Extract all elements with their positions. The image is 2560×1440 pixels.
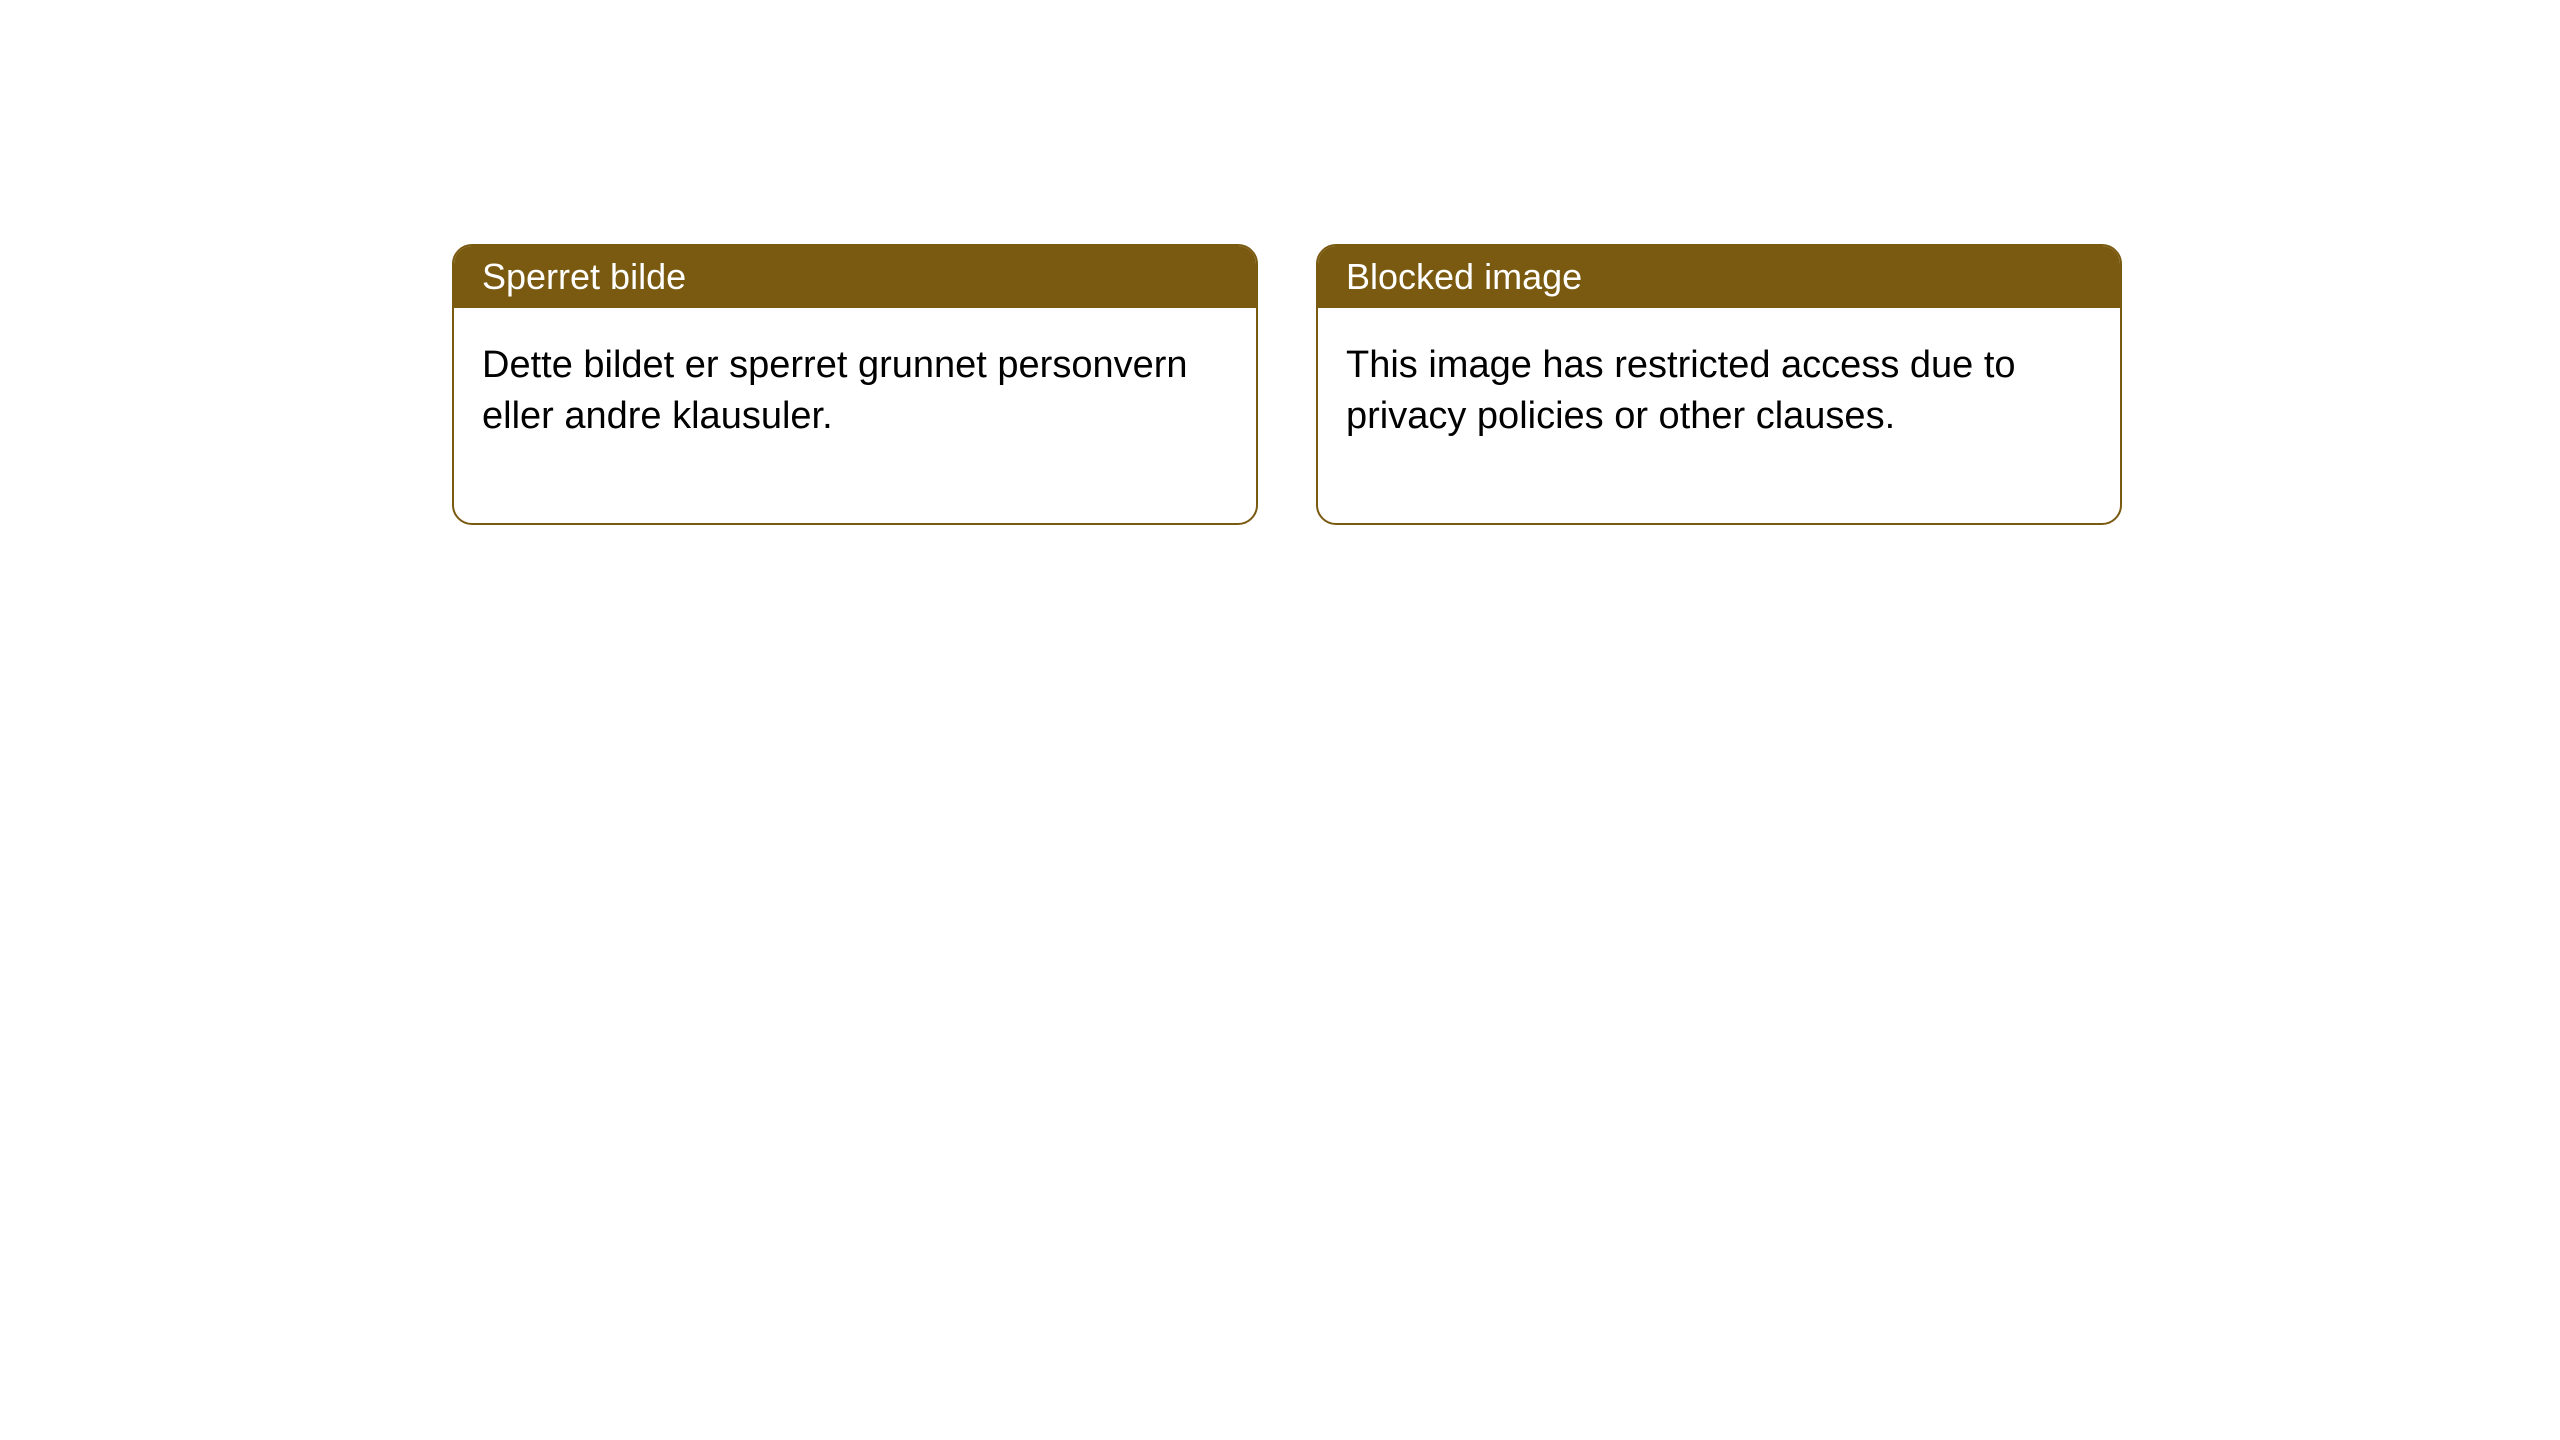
notice-header: Blocked image bbox=[1318, 246, 2120, 308]
notice-box-english: Blocked image This image has restricted … bbox=[1316, 244, 2122, 525]
notice-body: Dette bildet er sperret grunnet personve… bbox=[454, 308, 1256, 523]
notice-container: Sperret bilde Dette bildet er sperret gr… bbox=[452, 244, 2122, 525]
notice-header: Sperret bilde bbox=[454, 246, 1256, 308]
notice-body: This image has restricted access due to … bbox=[1318, 308, 2120, 523]
notice-box-norwegian: Sperret bilde Dette bildet er sperret gr… bbox=[452, 244, 1258, 525]
